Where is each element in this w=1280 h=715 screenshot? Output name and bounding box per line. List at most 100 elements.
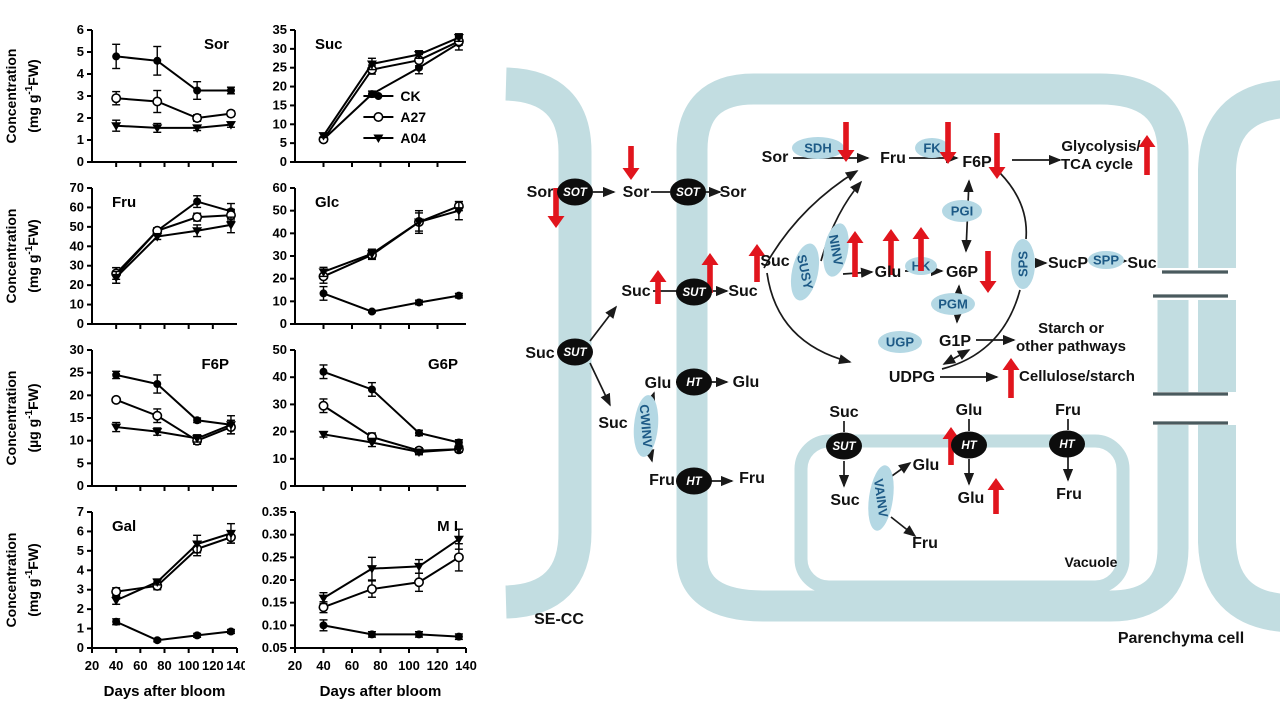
ht-vacuole-glu-transporter-label: HT: [961, 440, 977, 452]
red-arrow-layer: [547, 122, 1156, 514]
series-line: [322, 42, 460, 141]
y-tick-label: 2: [77, 601, 84, 616]
fru-cyt-label: Fru: [739, 470, 765, 487]
ra-sut-pm-up-arrow: [701, 253, 719, 293]
susy-enzyme-ellipse: [790, 243, 820, 301]
y-tick-label: 25: [273, 60, 287, 75]
vainv-enzyme-label: VAINV: [871, 478, 891, 519]
y-tick-label: 0: [77, 316, 84, 331]
series-A04: [111, 415, 236, 444]
series-line: [323, 292, 460, 313]
ra-glu-up-arrow: [882, 229, 900, 275]
marker-circle-filled: [153, 636, 162, 645]
marker-circle-filled: [454, 291, 463, 300]
y-tick-label: 0.05: [262, 640, 287, 655]
ninv-enzyme-label: NINV: [826, 233, 846, 267]
chart-sor: 0 1 2 3 4 5 6 Concentration (mg g-1FW) Sor: [3, 22, 237, 169]
marker-triangle-down: [111, 423, 122, 433]
series-A27: [318, 543, 464, 614]
series-CK: [112, 370, 235, 429]
x-tick-label: 40: [316, 658, 330, 673]
marker-circle-open: [192, 212, 203, 223]
y-tick-label: 20: [273, 271, 287, 286]
y-tick-label: 10: [273, 116, 287, 131]
marker-triangle-down: [192, 227, 203, 236]
ra-fk-down-arrow: [939, 122, 957, 164]
y-tick-label: 20: [273, 424, 287, 439]
curve-udpg-sps: [941, 289, 1021, 370]
ra-sdh-down-arrow: [837, 122, 855, 162]
y-tick-label: 10: [70, 297, 84, 312]
y-tick-label: 10: [70, 433, 84, 448]
glu-vainv-label: Glu: [913, 457, 940, 474]
y-tick-label: 15: [70, 410, 84, 425]
marker-circle-open: [413, 577, 424, 588]
sut-secc-oval: [557, 338, 593, 366]
legend-label: CK: [400, 88, 420, 104]
y-tick-label: 5: [280, 135, 287, 150]
cellulose-label: Cellulose/starch: [1019, 368, 1135, 385]
marker-triangle-down: [366, 250, 377, 259]
marker-circle-filled: [112, 370, 121, 379]
series-line: [115, 373, 232, 426]
y-tick-label: 30: [70, 258, 84, 273]
marker-circle-filled: [414, 428, 423, 437]
series-CK: [112, 43, 235, 101]
sor-cyt-label: Sor: [720, 184, 747, 201]
y-tick-label: 15: [273, 97, 287, 112]
y-tick-label: 0: [280, 316, 287, 331]
y-tick-label: 6: [77, 523, 84, 538]
y-tick-label: 30: [70, 342, 84, 357]
ht-pm-glu-oval: [676, 368, 712, 396]
sucp-label: SucP: [1048, 255, 1088, 272]
ugp-enzyme-ellipse: [878, 331, 922, 353]
series-A27: [318, 200, 464, 284]
x-tick-label: 140: [455, 658, 477, 673]
marker-triangle-down: [192, 124, 203, 133]
legend-item-CK: CK: [363, 88, 421, 104]
marker-triangle-down: [152, 428, 163, 437]
y-tick-label: 3: [77, 582, 84, 597]
x-tick-label: 20: [288, 658, 302, 673]
suc-vac-top-label: Suc: [829, 404, 858, 421]
sut-vacuole-oval: [826, 432, 862, 460]
y-axis-title: Concentration: [3, 371, 19, 466]
series-line: [323, 433, 459, 454]
spp-enzyme: SPP: [1088, 251, 1124, 269]
marker-triangle-down: [192, 434, 203, 444]
arrow-sut1-down: [589, 362, 611, 407]
ra-susy-up-arrow: [846, 231, 864, 277]
suc-pd-label: Suc: [1127, 255, 1156, 272]
marker-triangle-down: [413, 562, 424, 572]
vacuole-region-label: Vacuole: [1065, 554, 1118, 570]
marker-triangle-down: [366, 565, 377, 574]
glu-vac-in-label: Glu: [958, 490, 985, 507]
marker-triangle-down: [192, 540, 203, 550]
sps-enzyme-label: SPS: [1016, 251, 1031, 277]
chart-suc: 0 5 10 15 20 25 30 35 Suc CK A27 A04: [273, 22, 466, 169]
fru-vac-in-label: Fru: [1056, 486, 1082, 503]
x-tick-label: 120: [202, 658, 224, 673]
marker-circle-open: [453, 552, 464, 563]
marker-triangle-down: [111, 596, 122, 606]
chart-f6p: 0 5 10 15 20 25 30 Concentration (µg g-1FW) F6P: [3, 342, 237, 493]
x-tick-label: 80: [373, 658, 387, 673]
suc-apo-mid-label: Suc: [621, 283, 650, 300]
legend-item-A27: A27: [363, 109, 426, 125]
marker-triangle-down: [152, 578, 163, 587]
ht-vacuole-fru-oval: [1049, 430, 1085, 458]
marker-circle-filled: [319, 367, 328, 376]
marker-circle-filled: [367, 307, 376, 316]
glu-hk-label: Glu: [875, 264, 902, 281]
parenchyma-region-label: Parenchyma cell: [1118, 630, 1244, 647]
chart-fru: 0 10 20 30 40 50 60 70 Concentration (mg g-1FW) Fr…: [3, 180, 237, 331]
ra-hk-up-arrow: [912, 227, 930, 271]
x-axis-title: Days after bloom: [104, 683, 226, 700]
sut-secc-transporter: SUT: [557, 338, 593, 366]
marker-triangle-down: [111, 122, 122, 131]
y-tick-label: 20: [70, 277, 84, 292]
y-tick-label: 4: [77, 66, 85, 81]
starch1-label: Starch or: [1038, 320, 1104, 337]
series-A27: [111, 530, 236, 597]
sot-pm-transporter: SOT: [670, 178, 706, 206]
